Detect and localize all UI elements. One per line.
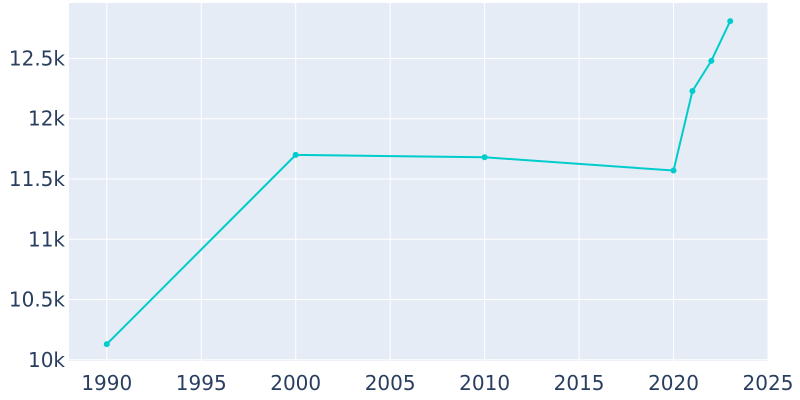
y-tick-label: 11.5k bbox=[9, 167, 66, 191]
x-tick-label: 1990 bbox=[81, 371, 132, 395]
data-point bbox=[708, 57, 715, 64]
plot-background bbox=[69, 3, 768, 361]
x-tick-label: 1995 bbox=[176, 371, 227, 395]
data-point bbox=[689, 87, 696, 94]
y-tick-label: 10k bbox=[28, 348, 65, 372]
x-tick-label: 2005 bbox=[365, 371, 416, 395]
data-point bbox=[292, 151, 299, 158]
x-tick-label: 2020 bbox=[648, 371, 699, 395]
x-tick-label: 2010 bbox=[459, 371, 510, 395]
y-tick-label: 10.5k bbox=[9, 288, 66, 312]
data-point bbox=[727, 18, 734, 25]
x-tick-label: 2015 bbox=[554, 371, 605, 395]
data-point bbox=[670, 167, 677, 174]
axis-labels: 1990 1995 2000 2005 2010 2015 2020 2025 10k 10.5k… bbox=[9, 46, 794, 395]
y-tick-label: 11k bbox=[28, 227, 65, 251]
x-tick-label: 2000 bbox=[270, 371, 321, 395]
data-point bbox=[481, 154, 488, 161]
y-tick-label: 12.5k bbox=[9, 46, 66, 70]
grid-lines bbox=[69, 3, 769, 361]
x-tick-label: 2025 bbox=[743, 371, 794, 395]
data-point bbox=[103, 341, 110, 348]
y-tick-label: 12k bbox=[28, 107, 65, 131]
series-layer bbox=[103, 18, 734, 348]
